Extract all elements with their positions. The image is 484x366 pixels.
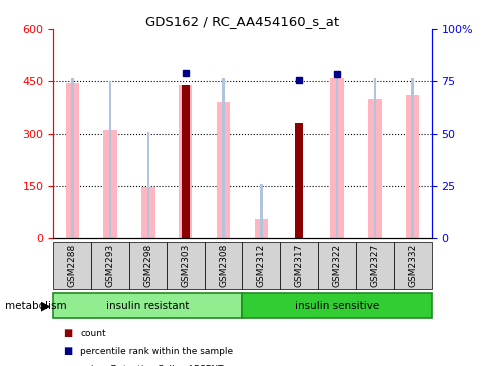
Bar [179,85,192,238]
Text: ▶: ▶ [41,299,51,312]
Bar [410,78,413,238]
Text: GSM2322: GSM2322 [332,244,341,287]
Bar [65,83,79,238]
Text: value, Detection Call = ABSENT: value, Detection Call = ABSENT [80,365,223,366]
Text: GSM2298: GSM2298 [143,244,152,287]
Bar [146,132,149,238]
Bar [103,130,117,238]
Text: ■: ■ [63,346,72,356]
Text: insulin sensitive: insulin sensitive [294,300,378,311]
Bar [335,71,338,238]
Text: GSM2288: GSM2288 [68,244,76,287]
Text: percentile rank within the sample: percentile rank within the sample [80,347,233,356]
Bar [405,95,419,238]
Text: GSM2293: GSM2293 [106,244,114,287]
Text: count: count [80,329,106,337]
Text: GSM2317: GSM2317 [294,244,303,287]
Bar [216,102,230,238]
Text: GSM2303: GSM2303 [181,244,190,287]
Bar [294,123,303,238]
Text: metabolism: metabolism [5,300,66,311]
Text: GSM2312: GSM2312 [257,244,265,287]
Bar [71,78,74,238]
Text: GDS162 / RC_AA454160_s_at: GDS162 / RC_AA454160_s_at [145,15,339,28]
Bar [181,85,190,238]
Text: GSM2332: GSM2332 [408,244,416,287]
Text: insulin resistant: insulin resistant [106,300,189,311]
Text: ■: ■ [63,365,72,366]
Bar [222,78,225,238]
Text: GSM2308: GSM2308 [219,244,227,287]
Bar [373,78,376,238]
Bar [259,184,262,238]
Bar [330,78,343,238]
Bar [254,219,268,238]
Text: ■: ■ [63,328,72,338]
Bar [141,187,154,238]
Bar [108,82,111,238]
Bar [367,99,381,238]
Text: GSM2327: GSM2327 [370,244,378,287]
